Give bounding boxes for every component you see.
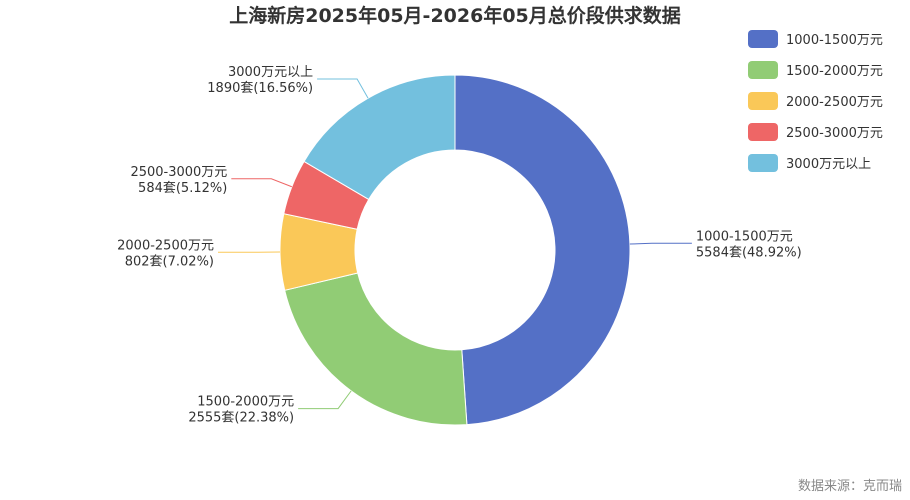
- legend-swatch[interactable]: [748, 123, 778, 141]
- legend-label[interactable]: 1500-2000万元: [786, 64, 883, 79]
- chart-title: 上海新房2025年05月-2026年05月总价段供求数据: [229, 4, 681, 27]
- legend: 1000-1500万元 1500-2000万元 2000-2500万元 2500-30…: [748, 30, 883, 172]
- legend-label[interactable]: 1000-1500万元: [786, 33, 883, 48]
- slice-label-value: 802套(7.02%): [125, 253, 214, 269]
- pie-slice: [454, 74, 631, 426]
- legend-label[interactable]: 2500-3000万元: [786, 126, 883, 141]
- slice-label-category: 2000-2500万元: [117, 238, 214, 253]
- slice-label-value: 5584套(48.92%): [696, 244, 802, 260]
- pie-slice: [284, 272, 468, 426]
- legend-swatch[interactable]: [748, 92, 778, 110]
- legend-swatch[interactable]: [748, 61, 778, 79]
- label-leader-line: [317, 78, 369, 99]
- label-leader-line: [298, 390, 352, 410]
- pie-slice: [303, 74, 456, 201]
- legend-swatch[interactable]: [748, 154, 778, 172]
- slice-label-value: 2555套(22.38%): [188, 410, 294, 426]
- label-leader-line: [629, 242, 692, 245]
- slice-label-category: 1000-1500万元: [696, 229, 793, 244]
- slice-label-category: 3000万元以上: [228, 65, 313, 80]
- pie-slices: [279, 74, 631, 426]
- slice-label-value: 584套(5.12%): [138, 180, 227, 196]
- label-leader-line: [231, 178, 293, 188]
- legend-label[interactable]: 2000-2500万元: [786, 95, 883, 110]
- slice-label-category: 1500-2000万元: [197, 395, 294, 410]
- source-note: 数据来源：克而瑞: [798, 479, 902, 494]
- legend-swatch[interactable]: [748, 30, 778, 48]
- legend-label[interactable]: 3000万元以上: [786, 157, 871, 172]
- slice-label-category: 2500-3000万元: [130, 165, 227, 180]
- slice-label-value: 1890套(16.56%): [207, 80, 313, 96]
